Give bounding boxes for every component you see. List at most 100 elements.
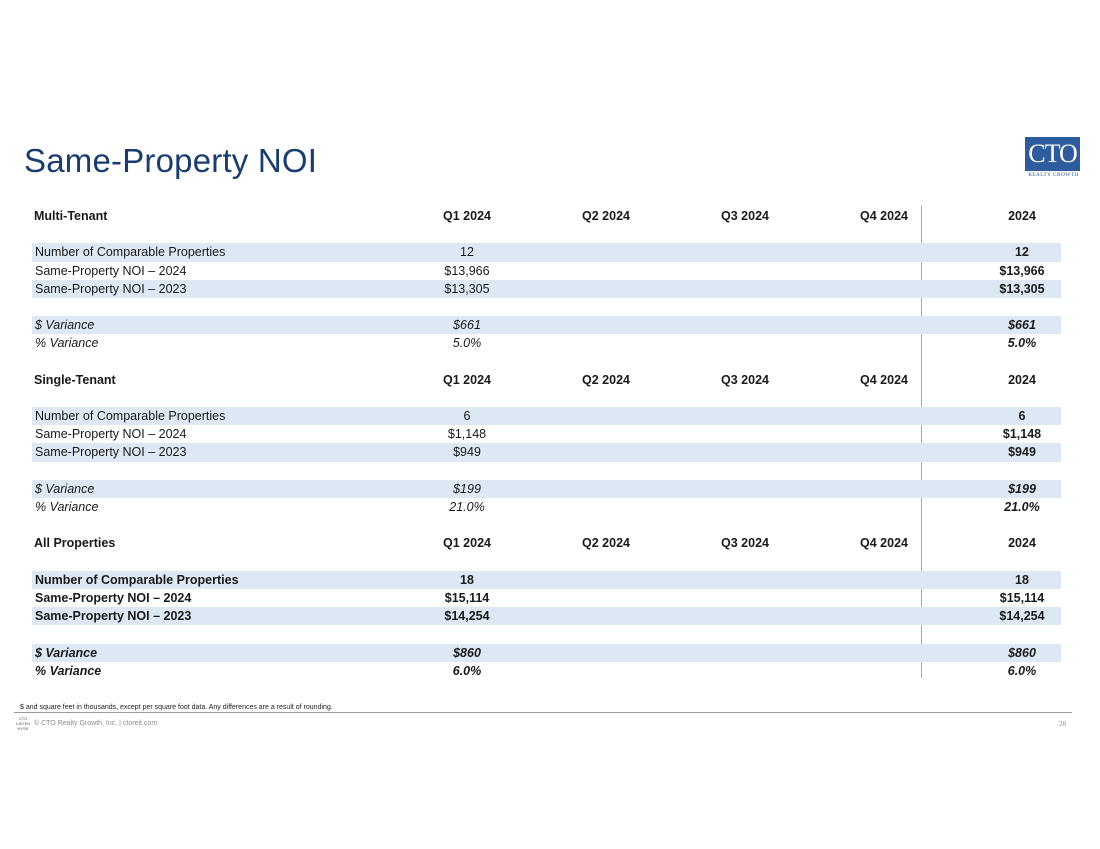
table-row-variance: $ Variance $199 $199 <box>32 479 1061 498</box>
cell-year: 21.0% <box>1004 500 1040 514</box>
column-header-q4: Q4 2024 <box>860 209 908 223</box>
row-label: Same-Property NOI – 2023 <box>35 445 187 460</box>
cell-q1: $15,114 <box>444 590 490 605</box>
cell-year: 18 <box>1015 572 1029 587</box>
section-header-single-tenant: Single-Tenant Q1 2024 Q2 2024 Q3 2024 Q4… <box>32 371 1061 389</box>
logo-subtitle: REALTY GROWTH <box>1028 172 1079 178</box>
cell-year: $13,305 <box>999 281 1045 296</box>
cell-q1: 21.0% <box>449 500 485 514</box>
spacer <box>32 353 1061 371</box>
row-label: $ Variance <box>35 481 95 496</box>
column-header-q4: Q4 2024 <box>860 536 908 551</box>
row-label: % Variance <box>35 663 102 678</box>
spacer <box>32 553 1061 571</box>
spacer <box>32 298 1061 316</box>
cell-q1: 12 <box>460 245 474 260</box>
cell-q1: 5.0% <box>452 336 482 351</box>
column-header-year: 2024 <box>1008 209 1036 223</box>
section-title: All Properties <box>34 536 116 551</box>
cell-year: 5.0% <box>1007 336 1037 351</box>
cell-q1: 6 <box>463 409 471 424</box>
column-header-q1: Q1 2024 <box>443 372 491 387</box>
table-row: Same-Property NOI – 2023 $13,305 $13,305 <box>32 279 1061 298</box>
row-label: $ Variance <box>35 318 95 333</box>
cell-year: 12 <box>1015 245 1029 260</box>
page-number: 28 <box>1059 720 1066 728</box>
table-row: Number of Comparable Properties 6 6 <box>32 407 1061 426</box>
column-header-year: 2024 <box>1008 536 1036 551</box>
column-header-q1: Q1 2024 <box>443 536 491 551</box>
table-row-variance: % Variance 6.0% 6.0% <box>32 662 1061 680</box>
cell-q1: 18 <box>460 572 474 587</box>
logo-mark: CTO <box>1025 137 1080 171</box>
spacer <box>32 389 1061 407</box>
table-row-variance: % Variance 5.0% 5.0% <box>32 334 1061 352</box>
cell-year: 6.0% <box>1007 663 1037 678</box>
column-header-q2: Q2 2024 <box>582 209 630 223</box>
row-label: Same-Property NOI – 2023 <box>35 609 192 624</box>
spacer <box>32 516 1061 534</box>
section-title: Multi-Tenant <box>34 209 108 223</box>
row-label: Number of Comparable Properties <box>35 572 239 587</box>
cell-year: $1,148 <box>1002 427 1042 442</box>
footer-divider <box>14 712 1072 713</box>
cell-q1: $13,305 <box>444 281 490 296</box>
cell-year: 6 <box>1018 409 1026 424</box>
noi-table: Multi-Tenant Q1 2024 Q2 2024 Q3 2024 Q4 … <box>32 207 1061 680</box>
cell-year: $949 <box>1008 445 1036 460</box>
section-header-all-properties: All Properties Q1 2024 Q2 2024 Q3 2024 Q… <box>32 534 1061 552</box>
column-header-q1: Q1 2024 <box>443 209 491 223</box>
nyse-logo-line-3: NYSE <box>17 726 29 731</box>
cell-q1: $860 <box>453 645 481 660</box>
company-logo: CTO REALTY GROWTH <box>1025 137 1082 178</box>
table-row: Same-Property NOI – 2024 $13,966 $13,966 <box>32 262 1061 280</box>
row-label: Same-Property NOI – 2023 <box>35 281 187 296</box>
column-header-q2: Q2 2024 <box>582 536 630 551</box>
row-label: $ Variance <box>35 645 98 660</box>
cell-year: $15,114 <box>999 590 1045 605</box>
footnote: $ and square feet in thousands, except p… <box>20 704 333 711</box>
cell-q1: $949 <box>453 445 481 460</box>
row-label: Same-Property NOI – 2024 <box>35 427 187 442</box>
section-header-multi-tenant: Multi-Tenant Q1 2024 Q2 2024 Q3 2024 Q4 … <box>32 207 1061 225</box>
row-label: Same-Property NOI – 2024 <box>35 590 192 605</box>
table-row: Same-Property NOI – 2024 $1,148 $1,148 <box>32 425 1061 443</box>
cell-q1: 6.0% <box>452 663 482 678</box>
column-header-q3: Q3 2024 <box>721 536 769 551</box>
copyright-text: © CTO Realty Growth, Inc. | ctoreit.com <box>34 720 158 727</box>
cell-year: $13,966 <box>999 263 1045 278</box>
row-label: Same-Property NOI – 2024 <box>35 263 187 278</box>
row-label: Number of Comparable Properties <box>35 409 226 424</box>
cell-year: $199 <box>1008 481 1036 496</box>
row-label: % Variance <box>35 500 99 514</box>
section-title: Single-Tenant <box>34 372 116 387</box>
cell-q1: $1,148 <box>447 427 487 442</box>
cell-year: $860 <box>1008 645 1036 660</box>
cell-year: $14,254 <box>999 609 1045 624</box>
cell-q1: $199 <box>453 481 481 496</box>
nyse-logo-line-1: CTO <box>18 716 28 721</box>
cell-year: $661 <box>1008 318 1036 333</box>
spacer <box>32 625 1061 643</box>
table-row: Same-Property NOI – 2023 $14,254 $14,254 <box>32 607 1061 626</box>
column-header-q3: Q3 2024 <box>721 209 769 223</box>
column-header-q3: Q3 2024 <box>721 372 769 387</box>
spacer <box>32 225 1061 243</box>
table-row: Number of Comparable Properties 12 12 <box>32 243 1061 262</box>
row-label: % Variance <box>35 336 99 351</box>
table-row: Number of Comparable Properties 18 18 <box>32 570 1061 589</box>
table-row: Same-Property NOI – 2023 $949 $949 <box>32 443 1061 462</box>
spacer <box>32 462 1061 480</box>
nyse-logo-line-2: LISTED <box>16 721 31 726</box>
table-row-variance: $ Variance $661 $661 <box>32 316 1061 335</box>
row-label: Number of Comparable Properties <box>35 245 226 260</box>
table-row-variance: $ Variance $860 $860 <box>32 643 1061 662</box>
table-row: Same-Property NOI – 2024 $15,114 $15,114 <box>32 589 1061 607</box>
cell-q1: $13,966 <box>444 263 490 278</box>
page-title: Same-Property NOI <box>24 142 318 179</box>
column-header-year: 2024 <box>1008 372 1036 387</box>
column-header-q2: Q2 2024 <box>582 372 630 387</box>
cell-q1: $14,254 <box>444 609 490 624</box>
annual-column-divider <box>921 206 922 678</box>
nyse-listed-logo: CTO LISTED NYSE <box>16 716 30 731</box>
